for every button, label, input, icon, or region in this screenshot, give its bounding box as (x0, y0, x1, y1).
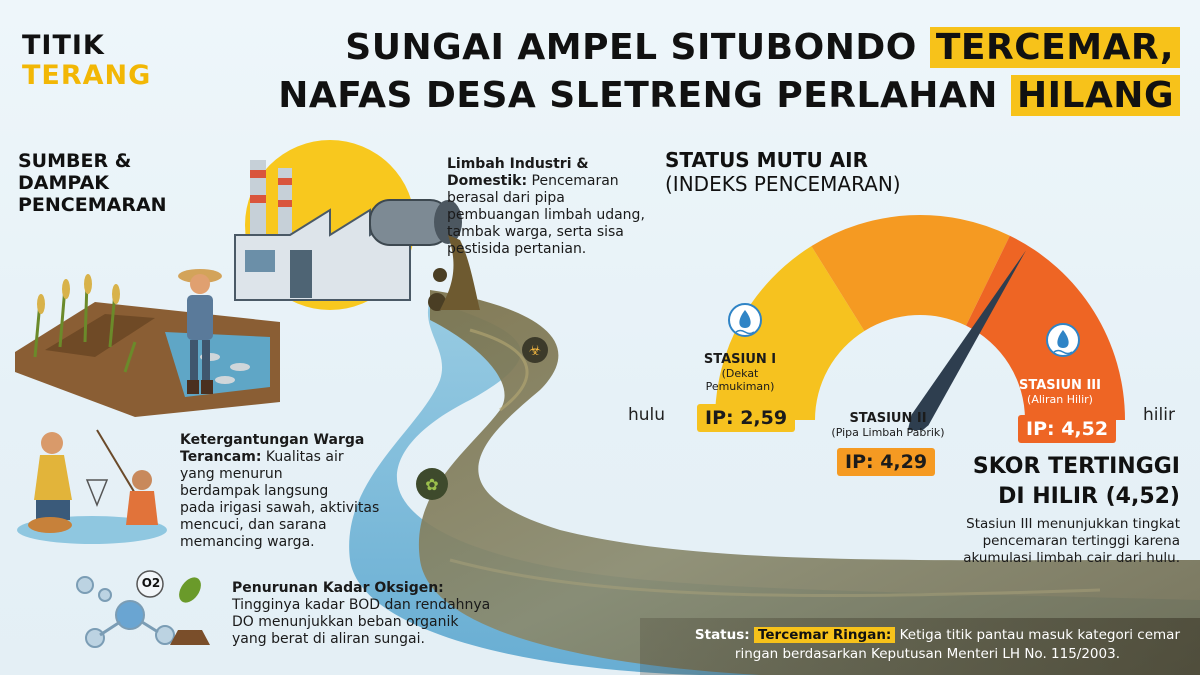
industry-paragraph: Limbah Industri & Domestik: Pencemaran b… (447, 156, 645, 257)
river-polluted-flow (418, 290, 1200, 675)
people-illustration (17, 429, 167, 544)
headline-highlight-2: HILANG (1010, 75, 1180, 116)
gauge-right-end: hilir (1143, 405, 1175, 425)
brand-line-1: TITIK (22, 30, 105, 61)
station-2-ip: IP: 4,29 (837, 448, 936, 476)
status-bar (640, 618, 1200, 675)
gauge-needle (907, 250, 1026, 430)
headline-line-1: SUNGAI AMPEL SITUBONDO TERCEMAR, (345, 27, 1180, 68)
gauge-left-end: hulu (628, 405, 666, 425)
oxygen-illustration (76, 570, 210, 648)
score-title: SKOR TERTINGGI DI HILIR (4,52) (972, 454, 1180, 509)
station-3-label: STASIUN III (Aliran Hilir) (1019, 378, 1101, 406)
section-title: SUMBER & DAMPAK PENCEMARAN (18, 150, 167, 216)
status-tag: Tercemar Ringan: (753, 627, 896, 643)
station-1-ip: IP: 2,59 (697, 404, 796, 432)
gauge-segment-mid (811, 215, 1010, 331)
status-line-1: Status: Tercemar Ringan: Ketiga titik pa… (694, 627, 1180, 643)
gauge-segment-low (715, 246, 865, 420)
o2-label: O2 (141, 576, 161, 590)
factory-illustration (234, 140, 480, 310)
headline-text-1: SUNGAI AMPEL SITUBONDO (345, 27, 917, 68)
water-drop-icon (728, 303, 762, 337)
oxygen-paragraph: Penurunan Kadar Oksigen: Tingginya kadar… (232, 580, 491, 647)
headline-highlight-1: TERCEMAR, (929, 27, 1180, 68)
pollution-marker-icon (522, 337, 548, 363)
algae-marker-icon (416, 468, 448, 500)
hazard-bubble-icon (428, 293, 446, 311)
station-3-ip: IP: 4,52 (1018, 415, 1117, 443)
headline-line-2: NAFAS DESA SLETRENG PERLAHAN HILANG (278, 75, 1180, 116)
status-line-2: ringan berdasarkan Keputusan Menteri LH … (734, 646, 1120, 662)
gauge-title: STATUS MUTU AIR (INDEKS PENCEMARAN) (665, 148, 901, 196)
station-1-label: STASIUN I (Dekat Pemukiman) (703, 352, 777, 393)
brand-line-2: TERANG (22, 60, 152, 91)
headline-text-2: NAFAS DESA SLETRENG PERLAHAN (278, 75, 998, 116)
svg-text:✿: ✿ (425, 475, 438, 494)
station-2-label: STASIUN II (Pipa Limbah Pabrik) (831, 411, 945, 439)
farm-illustration (15, 269, 280, 417)
score-description: Stasiun III menunjukkan tingkat pencemar… (963, 516, 1180, 566)
gauge-chart (715, 215, 1125, 430)
dependency-paragraph: Ketergantungan Warga Terancam: Kualitas … (180, 432, 380, 550)
water-drop-icon (1046, 323, 1080, 357)
svg-text:☣: ☣ (529, 343, 542, 359)
